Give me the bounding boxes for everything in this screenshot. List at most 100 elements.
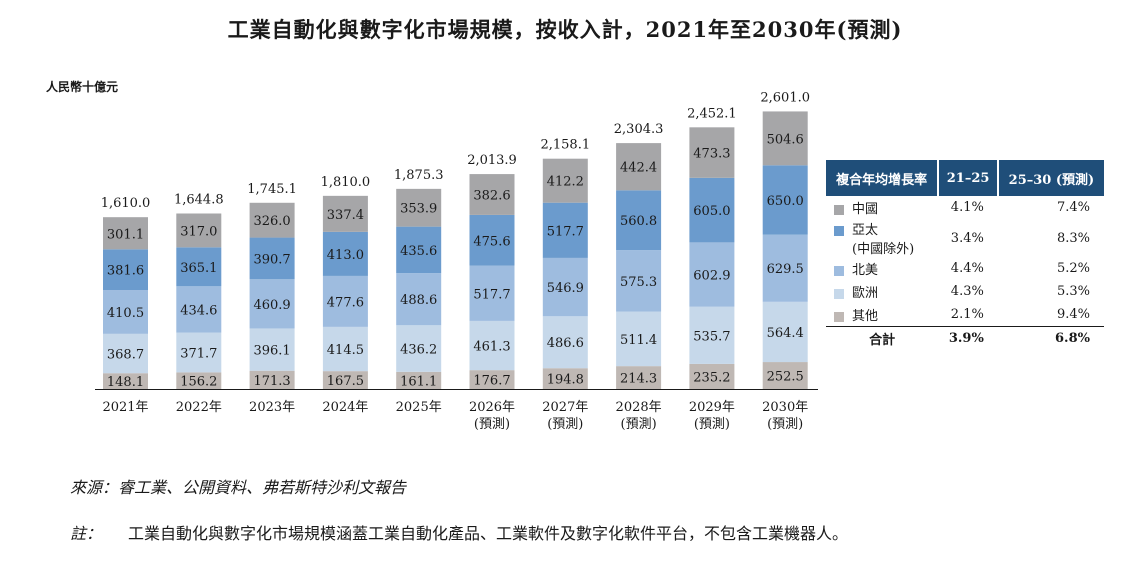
cagr-21-25-total: 3.9% (938, 326, 998, 350)
bar-segment (542, 202, 588, 258)
cagr-21-25: 3.4% (950, 230, 984, 246)
data-label: 546.9 (547, 281, 584, 296)
legend-row: 北美 4.4% 5.2% (826, 257, 1104, 280)
bar-segment (396, 273, 442, 326)
legend-entry: 歐洲 (826, 280, 938, 303)
data-label: 252.5 (767, 370, 804, 385)
bar-segment (396, 226, 442, 274)
data-label: 477.6 (327, 295, 364, 310)
data-label: 371.7 (180, 346, 217, 361)
data-label: 410.5 (107, 306, 144, 321)
legend-entry: 其他 (826, 303, 938, 327)
data-label: 442.4 (620, 161, 657, 176)
bar-segment (616, 190, 662, 251)
total-label: 2,158.1 (540, 138, 590, 153)
data-label: 156.2 (180, 375, 217, 390)
cagr-25-30: 5.2% (1056, 261, 1090, 276)
total-label: 1,610.0 (101, 196, 151, 211)
bar-segment (249, 370, 295, 389)
data-label: 353.9 (400, 202, 437, 217)
data-label: 326.0 (253, 214, 290, 229)
bar-segment (762, 234, 808, 302)
legend-swatch (834, 204, 844, 215)
cagr-25-30: 7.4% (1056, 200, 1090, 215)
legend-swatch (834, 288, 844, 299)
data-label: 390.7 (253, 252, 290, 267)
x-tick-label: 2025年 (396, 400, 442, 415)
data-label: 176.7 (473, 374, 510, 389)
data-label: 382.6 (473, 188, 510, 203)
data-label: 605.0 (693, 204, 730, 219)
bar-segment (322, 326, 368, 372)
data-label: 148.1 (107, 375, 144, 390)
bar-segment (469, 174, 515, 215)
bar-segment (469, 370, 515, 389)
bar-segment (176, 372, 222, 389)
bar-segment (689, 306, 735, 364)
note-tag: 註： (70, 524, 103, 543)
bar-segment (396, 325, 442, 372)
bar-segment (396, 371, 442, 389)
cagr-21-25: 4.3% (950, 284, 984, 299)
legend-swatch (834, 265, 844, 276)
bar-segment (762, 111, 808, 166)
data-label: 575.3 (620, 275, 657, 290)
data-label: 381.6 (107, 264, 144, 279)
data-label: 301.1 (107, 227, 144, 242)
bar-segment (469, 214, 515, 266)
x-tick-label: 2027年 (542, 400, 588, 415)
bar-segment (469, 320, 515, 371)
cagr-25-30-total: 6.8% (997, 326, 1104, 350)
data-label: 365.1 (180, 261, 217, 276)
legend-swatch (834, 311, 844, 322)
legend-label: 歐洲 (852, 286, 879, 301)
data-label: 368.7 (107, 348, 144, 363)
x-tick-label: 2026年 (469, 400, 515, 415)
data-label: 560.8 (620, 214, 657, 229)
bar-segment (322, 195, 368, 232)
bar-segment (176, 286, 222, 333)
bar-segment (176, 213, 222, 248)
bar-segment (616, 250, 662, 312)
bar-segment (249, 279, 295, 329)
data-label: 504.6 (767, 132, 804, 147)
data-label: 511.4 (620, 333, 657, 348)
data-label: 473.3 (693, 147, 730, 162)
note-text: 工業自動化與數字化市場規模涵蓋工業自動化產品、工業軟件及數字化軟件平台，不包含工… (128, 524, 849, 543)
bar-segment (249, 202, 295, 238)
legend-table: 複合年均增長率 21–25 25–30 (預測) 中國 4.1% 7.4% 亞太 (中國… (826, 160, 1104, 350)
bar-segment (249, 328, 295, 371)
data-label: 564.4 (767, 326, 804, 341)
data-label: 337.4 (327, 208, 364, 223)
legend-entry: 亞太 (中國除外) (826, 219, 938, 257)
legend-entry: 中國 (826, 196, 938, 219)
data-label: 436.2 (400, 343, 437, 358)
note: 註： 工業自動化與數字化市場規模涵蓋工業自動化產品、工業軟件及數字化軟件平台，不包… (70, 520, 848, 544)
bar-segment (616, 311, 662, 367)
legend-label: 其他 (852, 309, 879, 324)
bar-segment (103, 373, 148, 389)
bar-segment (689, 242, 735, 307)
legend-total-label: 合計 (826, 326, 939, 350)
data-label: 602.9 (693, 269, 730, 284)
data-label: 650.0 (767, 194, 804, 209)
data-label: 235.2 (693, 370, 730, 385)
legend-row: 亞太 (中國除外) 3.4% 8.3% (826, 219, 1104, 257)
stacked-bar-chart: 148.1 368.7 410.5 381.6 301.1 1,610.0 2021年 156… (95, 90, 818, 432)
data-label: 629.5 (767, 262, 804, 277)
legend-label: 亞太 (852, 223, 879, 238)
legend-header-label: 複合年均增長率 (826, 160, 940, 196)
legend-entry: 北美 (826, 257, 938, 280)
data-label: 396.1 (253, 344, 290, 359)
bar-segment (542, 158, 588, 203)
bar-segment (542, 368, 588, 389)
bar-segment (542, 316, 588, 369)
bar-segment (322, 275, 368, 327)
legend-swatch (834, 225, 844, 236)
bar-segment (103, 333, 148, 374)
legend-row: 中國 4.1% 7.4% (826, 196, 1104, 219)
bar-segment (176, 332, 222, 373)
total-label: 2,601.0 (760, 90, 810, 105)
legend-total-row: 合計 3.9% 6.8% (826, 326, 1104, 350)
total-label: 1,745.1 (247, 182, 297, 197)
